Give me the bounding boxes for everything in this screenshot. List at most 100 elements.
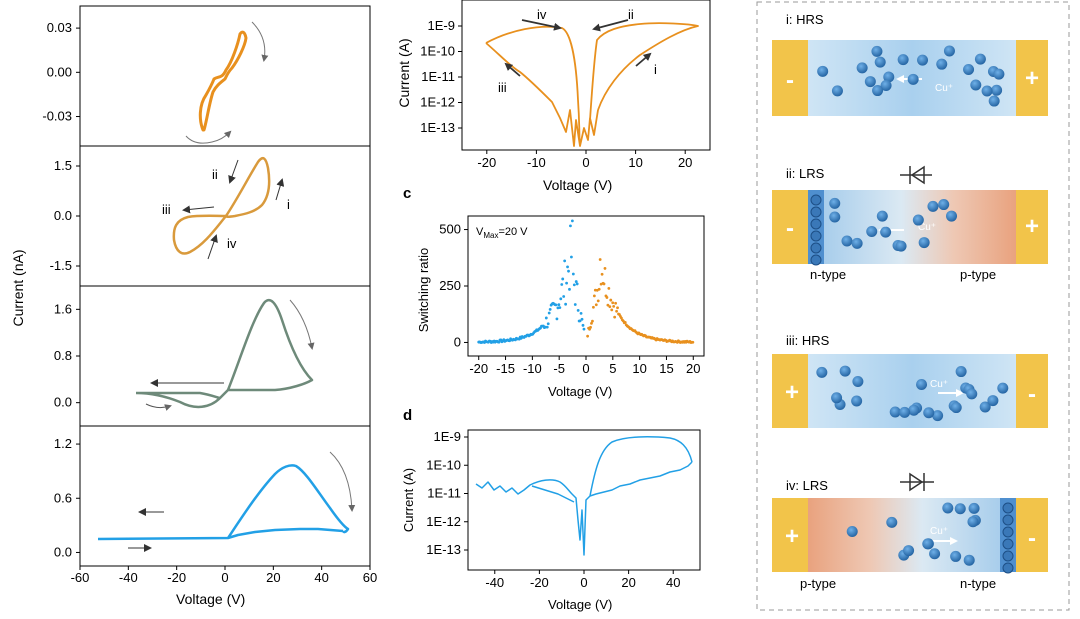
y-tick-label: 0.0 — [54, 544, 72, 559]
x-tick-label: -40 — [119, 570, 138, 585]
scatter-point-negative — [565, 281, 568, 285]
y-tick-label: 500 — [439, 222, 461, 237]
cu-ion — [856, 62, 868, 74]
cu-ion — [987, 395, 999, 407]
cu-ion — [979, 401, 991, 413]
scatter-point-negative — [545, 325, 549, 329]
cu-ion — [955, 366, 967, 378]
scatter-point-negative — [571, 272, 575, 276]
scatter-point-positive — [592, 294, 596, 298]
ion-label: Cu⁺ — [930, 526, 948, 537]
tm-annotation-iii: iii — [498, 80, 507, 95]
cu-ion — [883, 71, 895, 83]
filament-ion — [1002, 526, 1014, 538]
cu-ion — [970, 79, 982, 91]
left-electrode — [772, 190, 808, 264]
n-type-label: n-type — [960, 576, 996, 591]
top-middle-chart: 1E-9 1E-10 1E-11 1E-12 1E-13 -20 -10 0 10 20 Vol… — [396, 0, 711, 193]
cu-ion — [829, 197, 841, 209]
scatter-point-negative — [573, 303, 577, 306]
cu-ion — [927, 200, 939, 212]
y-tick-label: -1.5 — [50, 258, 72, 273]
subplot-4-curve — [97, 464, 350, 541]
left-x-axis-label: Voltage (V) — [176, 591, 245, 607]
scatter-point-negative — [554, 303, 558, 307]
left-x-ticks: -60 -40 -20 0 20 40 60 — [71, 566, 377, 585]
scatter-point-positive — [623, 321, 627, 324]
x-tick-label: 0 — [221, 570, 228, 585]
tm-annotation-i: i — [654, 62, 657, 77]
scatter-point-negative — [579, 311, 583, 315]
x-tick-label: -60 — [71, 570, 90, 585]
diode-symbol-reverse-icon — [900, 472, 934, 492]
cu-ion — [831, 392, 843, 404]
y-tick-label: 0 — [454, 334, 461, 349]
top-middle-y-axis-label: Current (A) — [396, 38, 412, 107]
left-y-ticks: 0.03 0.00 -0.03 1.5 0.0 -1.5 1.6 0.8 0.0 1.2 0.6 0.… — [42, 20, 80, 559]
tm-arrow-iv — [521, 19, 562, 31]
cu-ion — [963, 63, 975, 75]
subplot-2-arrow-i — [275, 178, 285, 201]
scatter-point-positive — [600, 272, 604, 276]
scatter-point-negative — [544, 316, 548, 320]
scatter-point-negative — [580, 317, 584, 321]
scatter-point-positive — [613, 315, 617, 319]
left-stack-chart: 0.030.00-0.031.50.0-1.51.60.80.01.20.60.… — [10, 5, 377, 607]
panel-d-chart: d 1E-9 1E-10 1E-11 1E-12 1E-13 -40 -20 0 20 40 V… — [401, 407, 701, 612]
cu-ion — [966, 388, 978, 400]
ion-label: Cu⁺ — [918, 222, 936, 233]
y-tick-label: 1E-13 — [420, 120, 455, 135]
subplot-1-arrow — [251, 21, 269, 62]
x-tick-label: -15 — [496, 361, 515, 376]
y-tick-label: 1E-9 — [428, 18, 455, 33]
scatter-point-negative — [562, 295, 566, 298]
y-tick-label: 1.6 — [54, 301, 72, 316]
cu-ion — [916, 379, 928, 391]
x-tick-label: -20 — [167, 570, 186, 585]
subplot-2-curve — [172, 156, 271, 255]
scatter-point-positive — [615, 309, 618, 313]
tm-annotation-ii: ii — [628, 7, 634, 22]
scatter-point-positive — [591, 319, 594, 323]
filament-ion — [810, 230, 822, 242]
cu-ion — [876, 210, 888, 222]
scatter-point-positive — [598, 258, 602, 261]
cu-ion — [895, 240, 907, 252]
panel-c-x-axis-label: Voltage (V) — [548, 384, 612, 399]
cu-ion — [831, 85, 843, 97]
cu-ion — [954, 503, 966, 515]
left-sign: + — [785, 523, 799, 550]
cu-ion — [880, 226, 892, 238]
subplot-3-arrow-bottom — [145, 403, 172, 411]
subplot-3-curve — [135, 298, 314, 409]
cu-ion — [929, 548, 941, 560]
cu-ion — [839, 365, 851, 377]
scatter-point-negative — [558, 306, 562, 310]
x-tick-label: -20 — [530, 575, 549, 590]
left-sign: - — [786, 215, 794, 242]
schematic-ii-title: ii: LRS — [786, 166, 825, 181]
scatter-point-positive — [691, 340, 695, 344]
scatter-point-positive — [597, 287, 601, 291]
x-tick-label: 15 — [659, 361, 673, 376]
x-tick-label: 10 — [628, 155, 642, 170]
y-tick-label: 1E-11 — [421, 69, 455, 84]
scatter-point-positive — [612, 304, 616, 308]
scatter-point-negative — [564, 302, 568, 306]
scatter-point-positive — [602, 282, 606, 286]
scatter-point-negative — [576, 308, 580, 312]
schematic-border — [756, 1, 1070, 611]
right-sign: + — [1025, 65, 1039, 92]
scatter-point-positive — [590, 322, 593, 325]
cu-ion — [880, 80, 892, 92]
cu-ion — [866, 226, 878, 238]
y-tick-label: 1E-11 — [427, 486, 461, 501]
y-tick-label: 1E-10 — [420, 44, 455, 59]
scatter-point-positive — [586, 334, 590, 338]
panel-d-x-ticks: -40 -20 0 20 40 — [485, 570, 680, 590]
scatter-point-negative — [568, 287, 571, 291]
scatter-point-negative — [566, 265, 569, 269]
cu-ion — [974, 53, 986, 65]
scatter-point-positive — [608, 305, 612, 309]
cu-ion — [874, 56, 886, 68]
